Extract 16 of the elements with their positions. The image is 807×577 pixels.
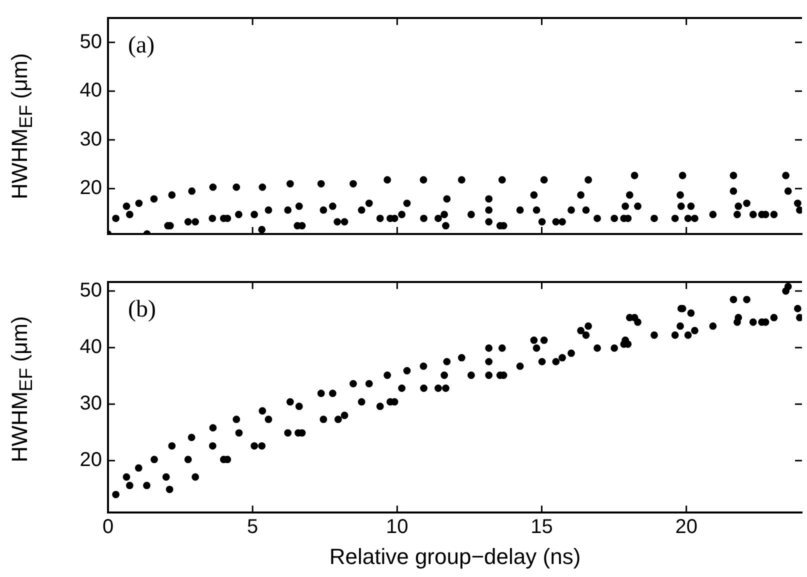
x-tick-label: 0	[102, 516, 114, 538]
y-tick-label: 30	[80, 392, 102, 415]
x-axis-title: Relative group−delay (ns)	[329, 544, 581, 569]
y-tick-label: 50	[80, 280, 102, 302]
y-tick-label: 30	[80, 128, 102, 150]
x-tick-label: 10	[386, 516, 408, 538]
x-tick-label: 5	[247, 516, 258, 538]
y-tick-label: 40	[80, 336, 102, 358]
y-tick-label: 20	[80, 449, 102, 472]
annotation: (a)	[128, 32, 155, 58]
y-tick-label: 40	[80, 80, 102, 102]
annotation: (b)	[128, 296, 156, 322]
y-tick-label: 20	[80, 177, 102, 200]
x-tick-label: 15	[530, 516, 553, 538]
x-tick-label: 20	[675, 516, 698, 538]
y-tick-label: 50	[80, 30, 102, 53]
